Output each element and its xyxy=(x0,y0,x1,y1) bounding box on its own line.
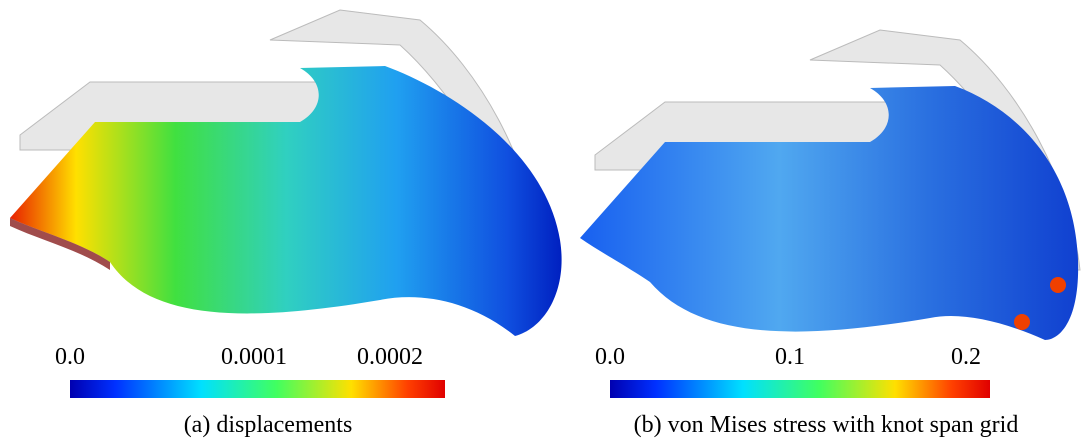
colorbar-label: 0.0002 xyxy=(357,344,423,370)
panel-b: 0.0 0.1 0.2 (b) von Mises stress with kn… xyxy=(580,29,1081,438)
colorbar-label: 0.1 xyxy=(775,344,805,370)
hotspot xyxy=(1050,277,1066,293)
colorbar xyxy=(610,380,990,398)
colorbar-label: 0.2 xyxy=(951,344,981,370)
caption: (a) displacements xyxy=(184,412,353,438)
colorbar-label: 0.0 xyxy=(595,344,625,370)
surface xyxy=(580,86,1079,340)
colorbar-label: 0.0001 xyxy=(221,344,287,370)
hotspot xyxy=(1014,314,1030,330)
caption: (b) von Mises stress with knot span grid xyxy=(634,412,1019,438)
colorbar xyxy=(70,380,445,398)
panel-a: 0.0 0.0001 0.0002 (a) displacements xyxy=(10,9,562,438)
edge xyxy=(10,218,110,270)
colorbar-label: 0.0 xyxy=(55,344,85,370)
surface xyxy=(10,66,562,336)
